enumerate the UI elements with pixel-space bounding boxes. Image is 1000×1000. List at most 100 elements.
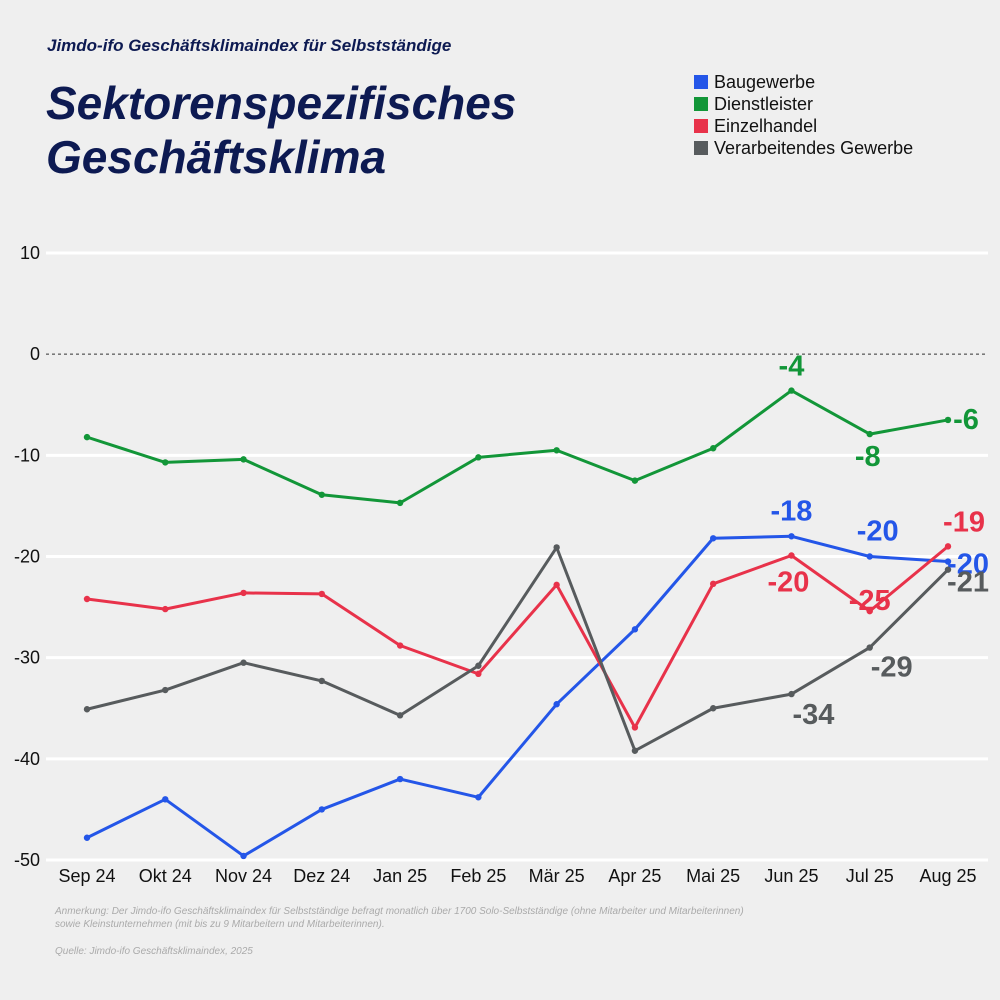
data-point (83, 433, 91, 441)
source-note: Quelle: Jimdo-ifo Geschäftsklimaindex, 2… (55, 946, 253, 957)
legend-item-baugewerbe: Baugewerbe (694, 71, 913, 93)
data-point (553, 544, 560, 551)
y-tick-label: -10 (14, 445, 40, 465)
legend-label: Einzelhandel (714, 115, 818, 136)
y-tick-label: -20 (14, 547, 40, 567)
x-tick-label: Nov 24 (215, 866, 272, 886)
data-point (631, 724, 639, 731)
footnote: Anmerkung: Der Jimdo-ifo Geschäftsklimai… (55, 906, 744, 930)
data-point (396, 499, 404, 507)
data-point (475, 794, 482, 801)
data-label: -21 (947, 567, 989, 599)
x-tick-label: Okt 24 (139, 866, 192, 886)
data-point (866, 553, 873, 560)
x-tick-label: Aug 25 (919, 866, 976, 886)
data-point (83, 595, 91, 603)
data-point (553, 701, 560, 708)
x-tick-label: Sep 24 (58, 866, 115, 886)
series-line-einzelhandel (86, 545, 949, 729)
data-point (709, 580, 717, 588)
data-point (396, 642, 404, 649)
y-tick-label: 0 (30, 344, 40, 364)
data-point (83, 706, 91, 713)
legend-label: Dienstleister (714, 93, 814, 114)
series-line-verarbeitendes-gewerbe (86, 545, 950, 753)
x-tick-label: Apr 25 (608, 866, 661, 886)
data-point (318, 491, 326, 498)
data-point (475, 454, 482, 461)
data-label: -4 (779, 351, 805, 383)
x-tick-label: Jan 25 (373, 866, 427, 886)
data-label: -20 (767, 566, 809, 598)
chart-title: Sektorenspezifisches Geschäftsklima (46, 76, 516, 184)
data-label: -25 (849, 585, 891, 617)
data-point (475, 670, 482, 678)
x-tick-label: Mai 25 (686, 866, 740, 886)
data-label: -6 (953, 404, 979, 436)
data-label: -34 (792, 699, 834, 731)
data-point (240, 852, 247, 860)
legend-swatch (694, 119, 708, 133)
x-tick-label: Jul 25 (846, 866, 894, 886)
x-tick-label: Mär 25 (529, 866, 585, 886)
data-point (709, 445, 717, 452)
data-point (788, 533, 795, 540)
data-point (240, 456, 247, 463)
chart-legend: Baugewerbe Dienstleister Einzelhandel Ve… (694, 71, 913, 159)
series-line-dienstleister (86, 389, 949, 505)
data-label: -20 (857, 516, 899, 548)
data-point (162, 796, 169, 803)
data-label: -29 (871, 652, 913, 684)
data-point (788, 552, 795, 559)
legend-swatch (694, 141, 708, 155)
data-point (83, 834, 91, 841)
data-point (866, 607, 873, 615)
data-label: -19 (943, 506, 985, 538)
data-label: -20 (947, 549, 989, 581)
title-line-2: Geschäftsklima (46, 131, 387, 183)
y-tick-label: -40 (14, 749, 40, 769)
data-label: -18 (770, 495, 812, 527)
data-point (240, 589, 247, 597)
data-point (240, 659, 247, 666)
data-point (475, 662, 482, 669)
data-point (866, 430, 873, 438)
y-tick-label: -30 (14, 648, 40, 668)
data-point (631, 477, 639, 484)
data-point (162, 686, 169, 694)
data-point (788, 690, 795, 698)
legend-item-dienstleister: Dienstleister (694, 93, 913, 115)
data-label: -8 (855, 441, 881, 473)
data-point (944, 566, 952, 573)
data-point (944, 416, 952, 424)
data-point (866, 644, 873, 651)
data-point (162, 605, 169, 613)
data-point (944, 543, 952, 550)
data-point (631, 626, 639, 633)
data-point (396, 775, 404, 783)
data-point (318, 590, 326, 598)
data-point (553, 581, 560, 589)
legend-item-einzelhandel: Einzelhandel (694, 115, 913, 137)
data-point (709, 535, 717, 542)
data-point (631, 747, 639, 754)
x-tick-label: Jun 25 (764, 866, 818, 886)
y-tick-label: 10 (20, 243, 40, 263)
data-point (944, 558, 952, 565)
legend-label: Baugewerbe (714, 71, 816, 92)
legend-label: Verarbeitendes Gewerbe (714, 137, 914, 158)
data-point (162, 459, 169, 466)
data-point (788, 387, 795, 394)
chart-subtitle: Jimdo-ifo Geschäftsklimaindex für Selbst… (47, 36, 452, 55)
data-point (396, 712, 404, 719)
title-line-1: Sektorenspezifisches (46, 77, 517, 129)
legend-swatch (694, 97, 708, 111)
series-line-baugewerbe (86, 534, 949, 858)
data-point (709, 705, 717, 712)
legend-swatch (694, 75, 708, 89)
legend-item-verarbeitendes-gewerbe: Verarbeitendes Gewerbe (694, 137, 913, 159)
x-tick-label: Feb 25 (450, 866, 506, 886)
data-point (553, 447, 560, 454)
x-tick-label: Dez 24 (293, 866, 350, 886)
